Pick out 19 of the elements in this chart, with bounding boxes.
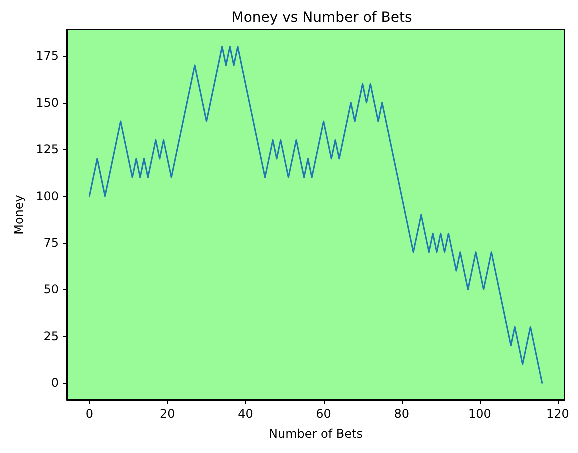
x-tick-label: 60 bbox=[316, 407, 332, 421]
x-tick-label: 40 bbox=[238, 407, 254, 421]
x-tick-label: 100 bbox=[468, 407, 492, 421]
x-tick-label: 80 bbox=[394, 407, 410, 421]
x-tick-label: 20 bbox=[160, 407, 176, 421]
y-tick-label: 75 bbox=[44, 236, 59, 250]
y-tick-label: 50 bbox=[44, 282, 59, 297]
line-series bbox=[88, 46, 544, 384]
y-tick-label: 175 bbox=[36, 49, 59, 64]
y-axis-title: Money bbox=[12, 195, 26, 235]
chart-title: Money vs Number of Bets bbox=[232, 10, 412, 26]
x-axis-title: Number of Bets bbox=[269, 427, 363, 441]
x-tick-label: 120 bbox=[546, 407, 570, 421]
y-tick-label: 25 bbox=[44, 329, 59, 344]
y-tick-label: 100 bbox=[36, 189, 59, 204]
x-tick-label: 0 bbox=[86, 407, 94, 421]
y-tick-label: 125 bbox=[36, 142, 59, 157]
y-tick-label: 0 bbox=[51, 376, 59, 390]
y-tick-label: 150 bbox=[36, 96, 59, 110]
